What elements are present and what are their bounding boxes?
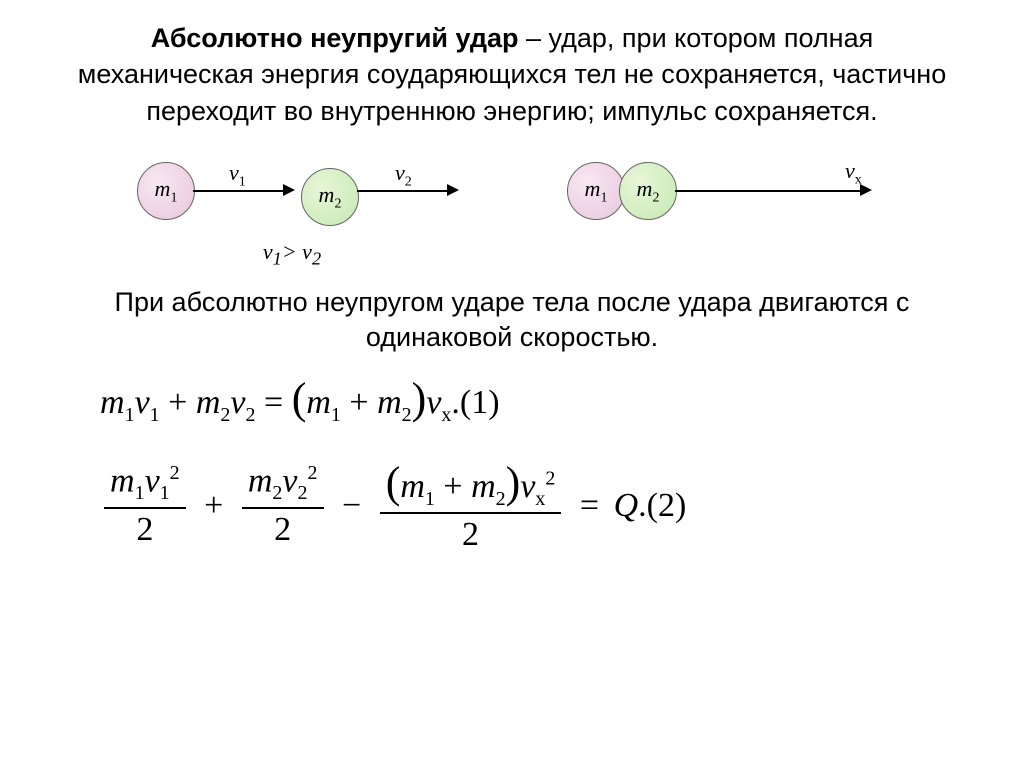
ball-m2-after: m2 bbox=[619, 162, 677, 220]
title-bold: Абсолютно неупругий удар bbox=[151, 23, 519, 53]
physics-slide: Абсолютно неупругий удар – удар, при кот… bbox=[0, 0, 1024, 574]
label-v1: v1 bbox=[229, 160, 246, 190]
momentum-equation: m1v1 + m2v2 = (m1 + m2)vx.(1) bbox=[100, 373, 954, 427]
arrow-v1-head bbox=[283, 184, 295, 196]
ball-m1-after: m1 bbox=[567, 162, 625, 220]
ball-m2-before: m2 bbox=[301, 168, 359, 226]
collision-diagram: m1 v1 m2 v2 m1 m2 bbox=[70, 144, 954, 234]
label-v2: v2 bbox=[395, 160, 412, 190]
frac-1: m1v12 2 bbox=[104, 462, 186, 549]
label-vx: vx bbox=[845, 158, 862, 188]
energy-equation: m1v12 2 + m2v22 2 − (m1 + m2)vx2 2 = Q.(… bbox=[100, 457, 954, 555]
frac-3: (m1 + m2)vx2 2 bbox=[380, 457, 562, 555]
diagram-before: m1 v1 m2 v2 bbox=[137, 144, 477, 234]
arrow-vx bbox=[675, 190, 860, 192]
diagram-after: m1 m2 vx bbox=[567, 144, 887, 234]
title-paragraph: Абсолютно неупругий удар – удар, при кот… bbox=[70, 20, 954, 129]
body-paragraph: При абсолютно неупругом ударе тела после… bbox=[70, 285, 954, 355]
velocity-condition: v1> v2 bbox=[0, 239, 954, 269]
arrow-vx-head bbox=[860, 184, 872, 196]
frac-2: m2v22 2 bbox=[242, 462, 324, 549]
arrow-v2-head bbox=[447, 184, 459, 196]
ball-m1-before: m1 bbox=[137, 162, 195, 220]
